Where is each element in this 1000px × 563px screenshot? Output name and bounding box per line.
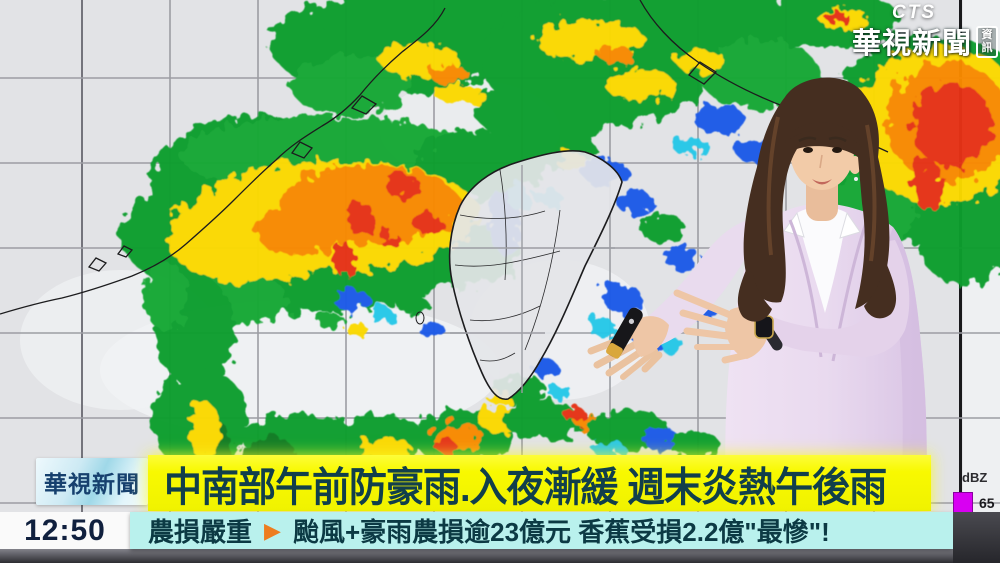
ticker-row: 12:50 農損嚴重 ▶ 颱風+豪雨農損逾23億元 香蕉受損2.2億"最慘"! (0, 512, 1000, 563)
cts-sub-badge: 資 訊 (976, 26, 998, 58)
channel-badge: 華視新聞 (36, 458, 148, 505)
weather-presenter (587, 77, 927, 510)
presentation-clicker (606, 307, 643, 359)
news-ticker: 農損嚴重 ▶ 颱風+豪雨農損逾23億元 香蕉受損2.2億"最慘"! (130, 512, 953, 549)
dbz-legend: dBZ 65 (948, 468, 1000, 524)
sub-badge-char-1: 資 (981, 29, 993, 41)
headline-text: 中南部午前防豪雨.入夜漸緩 週末炎熱午後雨 (164, 465, 887, 511)
sub-badge-char-2: 訊 (981, 42, 993, 54)
cts-wordmark: 華視新聞 (852, 28, 973, 60)
ticker-story: 颱風+豪雨農損逾23億元 香蕉受損2.2億"最慘"! (292, 517, 830, 547)
headline-banner: 中南部午前防豪雨.入夜漸緩 週末炎熱午後雨 (148, 455, 931, 511)
bottom-bar (0, 549, 1000, 563)
earring (854, 177, 858, 181)
coastlines (0, 0, 889, 400)
ticker-arrow-icon: ▶ (264, 517, 281, 543)
clock: 12:50 (0, 512, 130, 549)
dbz-unit-label: dBZ (962, 470, 988, 485)
ticker-tag: 農損嚴重 (148, 517, 253, 547)
headline-row: 華視新聞 中南部午前防豪雨.入夜漸緩 週末炎熱午後雨 (0, 455, 1000, 511)
ticker-corner (953, 512, 1000, 563)
dbz-value-65: 65 (979, 495, 995, 511)
cts-logo: CTS 華視新聞 資 訊 (852, 2, 1000, 62)
cts-letters: CTS (892, 2, 936, 23)
